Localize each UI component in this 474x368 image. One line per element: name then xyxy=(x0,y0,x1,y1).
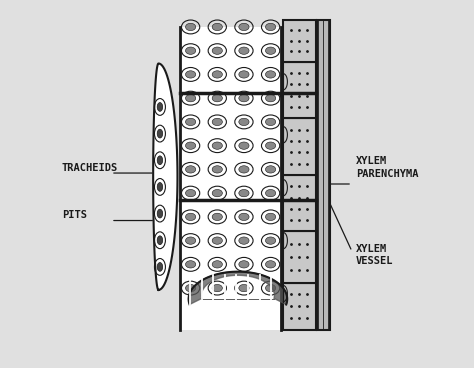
Ellipse shape xyxy=(265,237,276,244)
Ellipse shape xyxy=(239,166,249,173)
Ellipse shape xyxy=(265,23,276,31)
Ellipse shape xyxy=(265,118,276,125)
Text: PITS: PITS xyxy=(62,210,87,220)
Ellipse shape xyxy=(212,261,222,268)
Ellipse shape xyxy=(185,71,196,78)
Ellipse shape xyxy=(212,71,222,78)
Ellipse shape xyxy=(265,213,276,220)
Ellipse shape xyxy=(185,95,196,102)
Ellipse shape xyxy=(265,95,276,102)
Ellipse shape xyxy=(157,103,163,112)
Ellipse shape xyxy=(265,190,276,197)
Ellipse shape xyxy=(239,71,249,78)
Ellipse shape xyxy=(157,183,163,191)
Ellipse shape xyxy=(265,166,276,173)
Ellipse shape xyxy=(212,190,222,197)
Bar xyxy=(317,20,330,330)
Ellipse shape xyxy=(212,284,222,292)
Ellipse shape xyxy=(212,237,222,244)
Ellipse shape xyxy=(239,190,249,197)
Text: XYLEM
VESSEL: XYLEM VESSEL xyxy=(356,244,393,266)
Bar xyxy=(283,20,316,62)
Ellipse shape xyxy=(157,156,163,164)
Bar xyxy=(283,231,316,283)
Ellipse shape xyxy=(265,47,276,54)
Ellipse shape xyxy=(265,71,276,78)
Bar xyxy=(283,118,316,175)
Text: XYLEM
PARENCHYMA: XYLEM PARENCHYMA xyxy=(356,156,418,179)
Ellipse shape xyxy=(212,118,222,125)
Polygon shape xyxy=(153,63,177,290)
Ellipse shape xyxy=(185,23,196,31)
Ellipse shape xyxy=(239,142,249,149)
Bar xyxy=(181,27,281,330)
Ellipse shape xyxy=(157,129,163,138)
Ellipse shape xyxy=(212,47,222,54)
Ellipse shape xyxy=(185,166,196,173)
Ellipse shape xyxy=(265,142,276,149)
Ellipse shape xyxy=(212,166,222,173)
Ellipse shape xyxy=(212,23,222,31)
Ellipse shape xyxy=(239,118,249,125)
Bar xyxy=(283,62,316,118)
Ellipse shape xyxy=(185,142,196,149)
Ellipse shape xyxy=(185,190,196,197)
Ellipse shape xyxy=(185,284,196,292)
Polygon shape xyxy=(189,272,287,304)
Ellipse shape xyxy=(212,213,222,220)
Ellipse shape xyxy=(185,237,196,244)
Ellipse shape xyxy=(239,95,249,102)
Ellipse shape xyxy=(212,95,222,102)
Ellipse shape xyxy=(185,213,196,220)
Ellipse shape xyxy=(157,209,163,218)
Bar xyxy=(283,283,316,330)
Ellipse shape xyxy=(239,261,249,268)
Text: TRACHEIDS: TRACHEIDS xyxy=(62,163,118,173)
Ellipse shape xyxy=(212,142,222,149)
Bar xyxy=(283,175,316,231)
Ellipse shape xyxy=(185,47,196,54)
Ellipse shape xyxy=(239,213,249,220)
Ellipse shape xyxy=(185,118,196,125)
Ellipse shape xyxy=(265,284,276,292)
Ellipse shape xyxy=(265,261,276,268)
Ellipse shape xyxy=(239,284,249,292)
Ellipse shape xyxy=(157,262,163,271)
Ellipse shape xyxy=(239,47,249,54)
Ellipse shape xyxy=(185,261,196,268)
Ellipse shape xyxy=(239,23,249,31)
Ellipse shape xyxy=(239,237,249,244)
Ellipse shape xyxy=(157,236,163,245)
